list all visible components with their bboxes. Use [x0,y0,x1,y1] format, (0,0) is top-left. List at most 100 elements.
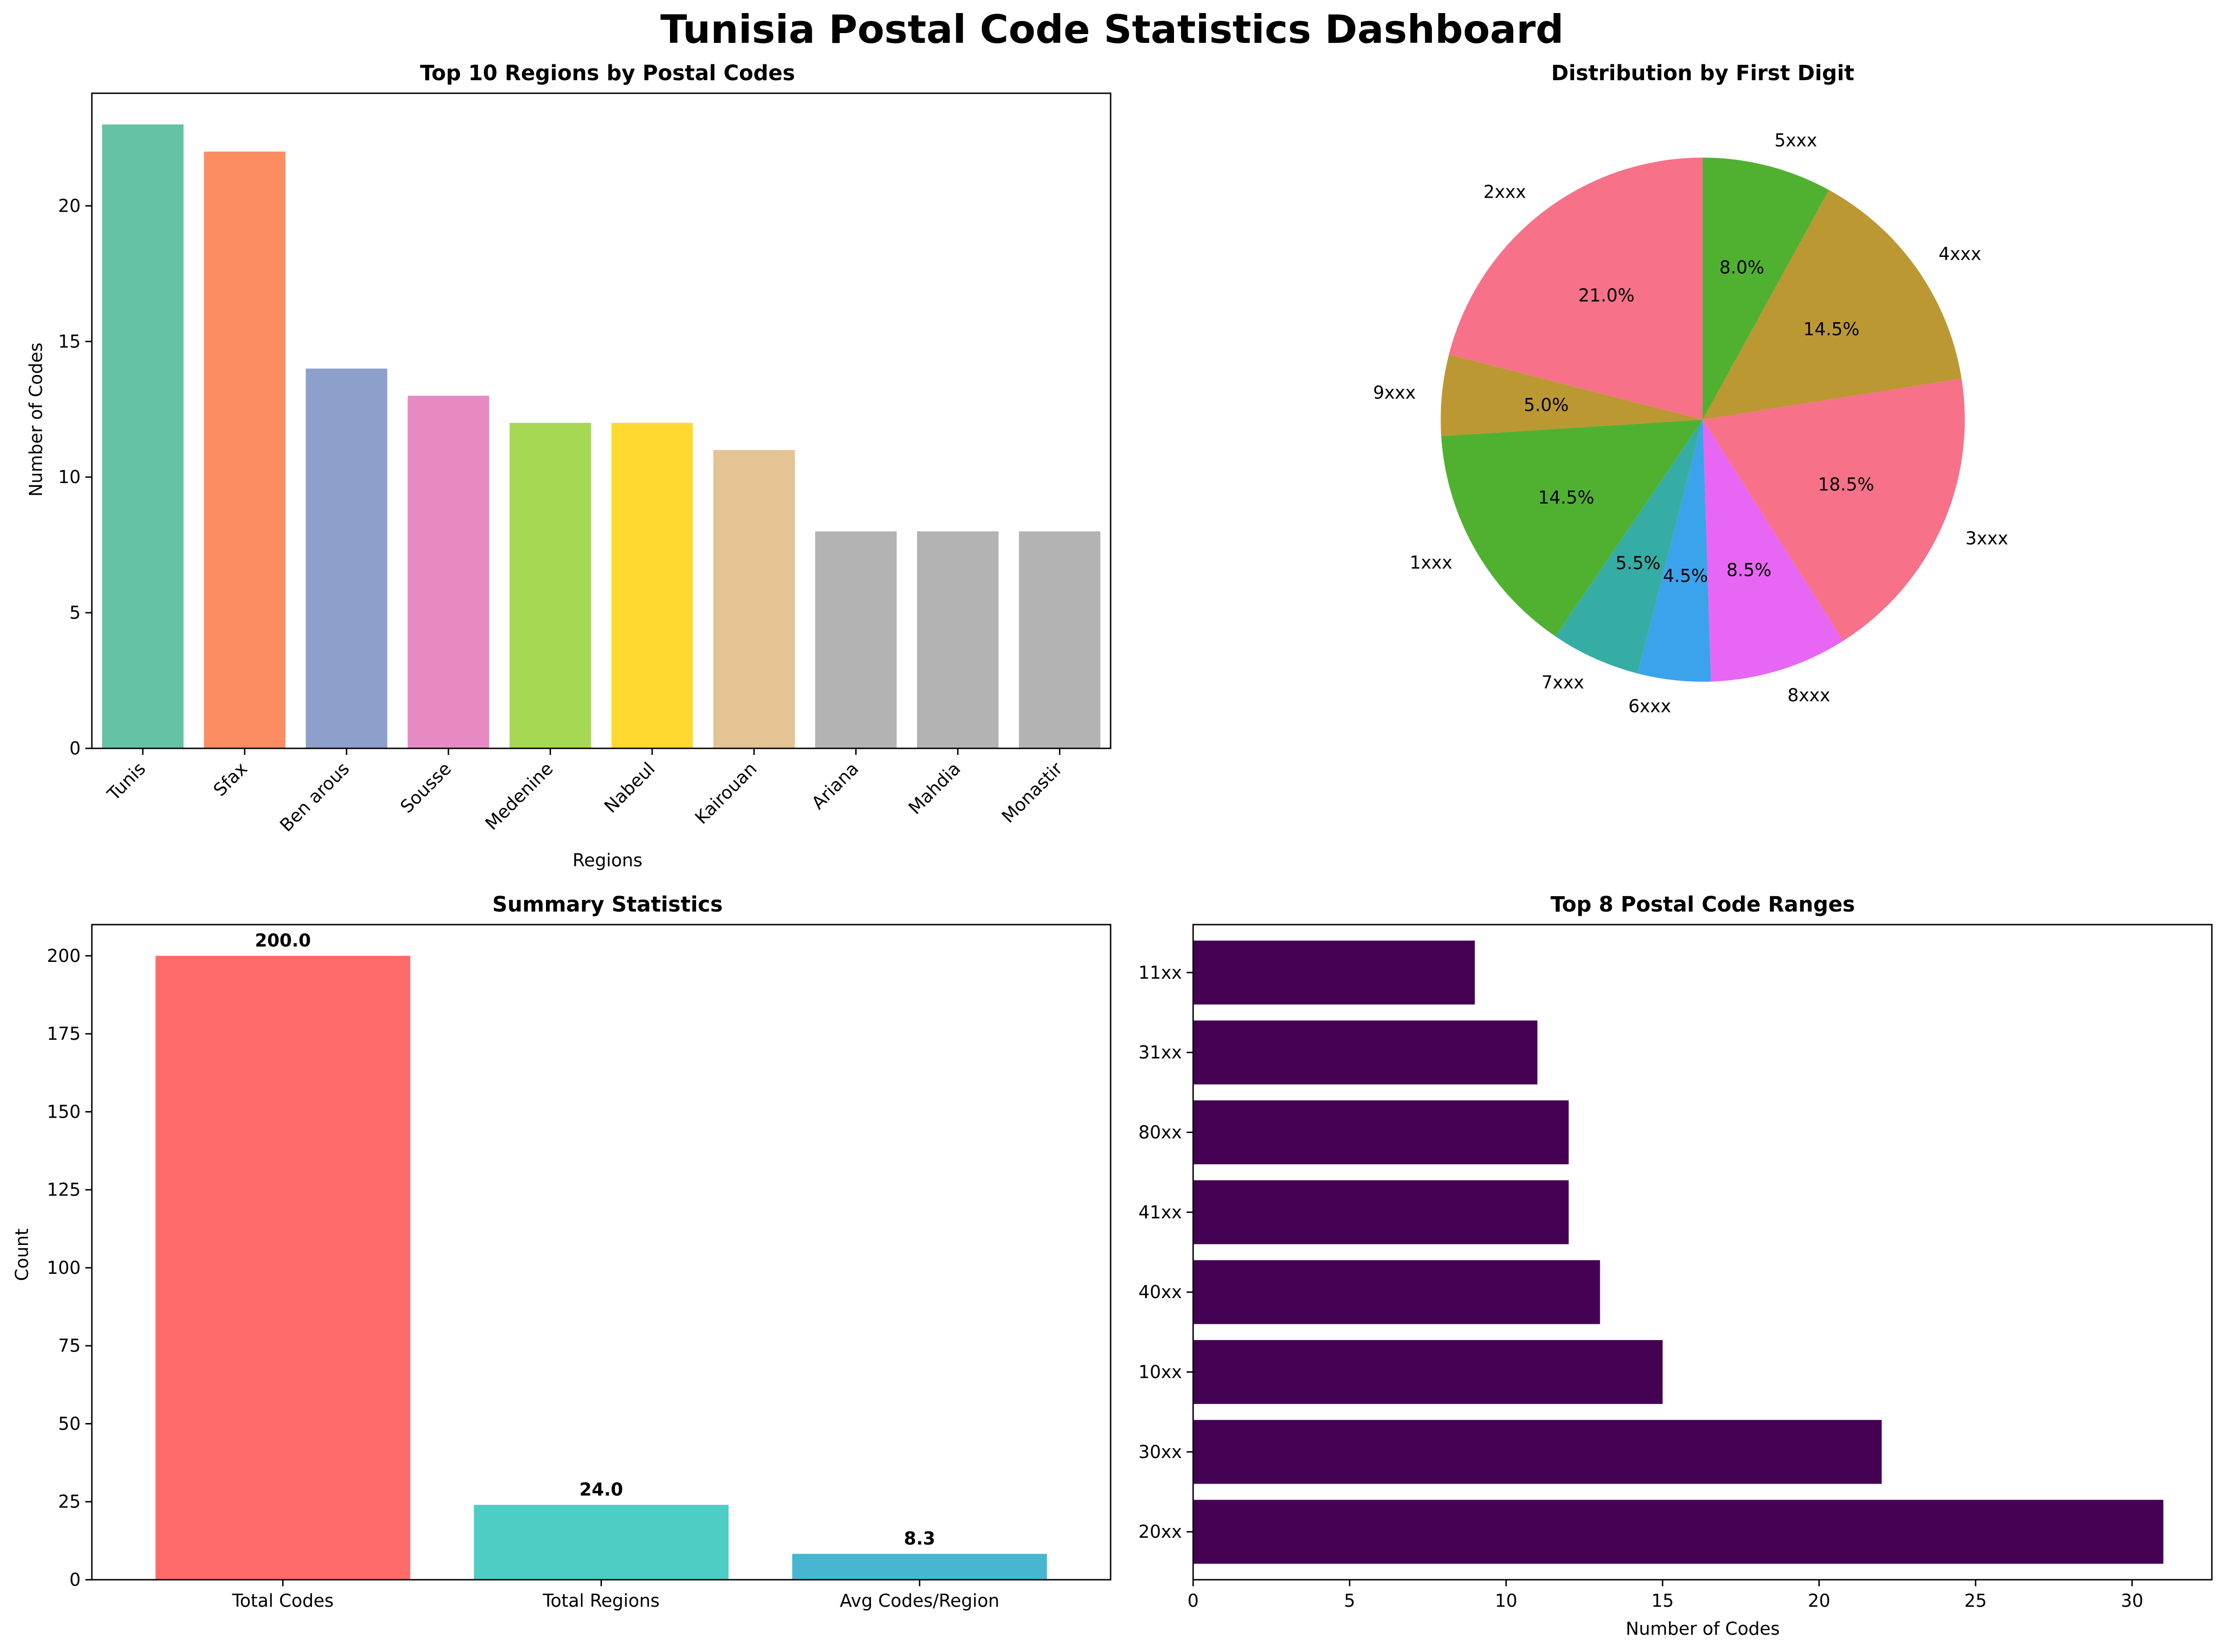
summary-bar-avg-codes-region [792,1554,1047,1580]
x-tick-label: 30 [2121,1590,2143,1611]
x-tick-label: Ariana [808,758,863,813]
pie-category-label: 5xxx [1775,130,1817,151]
summary-bar-total-codes [155,955,410,1580]
pie-slice-6xxx [1637,420,1711,682]
y-tick-label: 10 [58,467,81,487]
x-tick-label: 20 [1808,1590,1830,1611]
y-tick-label: 75 [58,1335,81,1356]
pie-category-label: 7xxx [1541,672,1584,692]
x-tick-label: Sousse [396,758,455,817]
x-tick-label: Total Regions [542,1590,660,1611]
pie-slice-3xxx [1703,379,1965,641]
pie-slice-9xxx [1441,354,1703,436]
pie-category-label: 4xxx [1939,244,1982,264]
first-digit-pie-chart: Distribution by First Digit 5xxx 8.0% 4xxx… [1373,61,2008,716]
code-ranges-bar-chart: Top 8 Postal Code Ranges Number of Codes… [1139,892,2213,1639]
top-regions-chart-title: Top 10 Regions by Postal Codes [420,61,795,85]
code-ranges-chart-title: Top 8 Postal Code Ranges [1550,892,1855,917]
region-bar-ben-arous [305,368,387,748]
y-tick-label: 5 [69,602,81,623]
pie-percent-label: 14.5% [1803,319,1860,339]
summary-chart-title: Summary Statistics [492,892,723,917]
y-tick-label: 15 [58,331,81,352]
summary-value-label: 8.3 [904,1528,935,1548]
range-bar-10xx [1193,1340,1663,1404]
x-tick-label: Mahdia [905,758,965,818]
x-tick-label: Tunis [103,758,150,805]
pie-percent-label: 21.0% [1578,285,1635,306]
y-tick-label: 11xx [1139,962,1182,983]
y-tick-label: 25 [58,1492,81,1512]
y-tick-label: 20xx [1139,1521,1182,1542]
pie-category-label: 3xxx [1965,528,2008,548]
y-tick-label: 125 [47,1180,81,1200]
y-tick-label: 200 [47,946,81,966]
pie-category-label: 9xxx [1373,382,1416,403]
pie-slice-4xxx [1703,190,1962,420]
pie-percent-label: 14.5% [1538,487,1595,508]
first-digit-chart-title: Distribution by First Digit [1551,61,1854,85]
region-bar-medenine [509,422,591,748]
range-bar-20xx [1193,1500,2163,1564]
x-tick-label: Ben arous [276,758,353,836]
range-bar-80xx [1193,1100,1569,1165]
range-bar-31xx [1193,1020,1538,1085]
code-ranges-x-axis-label: Number of Codes [1626,1618,1780,1639]
y-tick-label: 41xx [1139,1202,1182,1223]
range-bar-40xx [1193,1260,1600,1324]
x-tick-label: Monastir [998,758,1067,827]
y-tick-label: 100 [47,1258,81,1278]
pie-slice-1xxx [1441,420,1703,636]
pie-slice-8xxx [1703,420,1844,682]
top-regions-x-axis-label: Regions [573,850,642,871]
region-bar-kairouan [713,450,795,748]
x-tick-label: 5 [1344,1590,1355,1611]
y-tick-label: 0 [69,1569,81,1590]
summary-statistics-bar-chart: Summary Statistics Count 200.0 24.0 8.3 0 2… [12,892,1112,1611]
pie-slice-2xxx [1449,158,1703,420]
summary-bar-total-regions [474,1505,729,1580]
pie-percent-label: 8.0% [1720,257,1765,277]
y-tick-label: 20 [58,195,81,216]
y-tick-label: 31xx [1139,1042,1182,1063]
x-tick-label: 15 [1651,1590,1674,1611]
top-regions-plot-frame [91,92,1112,749]
range-bar-41xx [1193,1180,1569,1244]
y-tick-label: 40xx [1139,1282,1182,1302]
summary-value-label: 200.0 [255,930,311,951]
pie-percent-label: 5.5% [1616,553,1661,573]
top-regions-y-axis-label: Number of Codes [26,343,46,497]
pie-slice-7xxx [1555,420,1703,674]
pie-percent-label: 4.5% [1663,566,1708,586]
summary-y-axis-label: Count [12,1229,32,1281]
region-bar-mahdia [917,531,999,748]
pie-category-label: 1xxx [1409,552,1452,573]
y-tick-label: 0 [69,738,81,759]
x-tick-label: Avg Codes/Region [840,1590,999,1611]
pie-category-label: 8xxx [1788,685,1830,705]
x-tick-label: Nabeul [600,758,659,817]
y-tick-label: 10xx [1139,1362,1182,1382]
top-regions-bar-chart: Top 10 Regions by Postal Codes Number of… [26,61,1112,871]
y-tick-label: 150 [47,1101,81,1122]
region-bar-nabeul [611,422,693,748]
range-bar-11xx [1193,940,1475,1005]
y-tick-label: 175 [47,1023,81,1044]
y-tick-label: 80xx [1139,1122,1182,1142]
y-tick-label: 30xx [1139,1442,1182,1462]
dashboard-title: Tunisia Postal Code Statistics Dashboard [660,7,1564,52]
pie-percent-label: 5.0% [1524,394,1569,415]
pie-percent-label: 18.5% [1818,474,1874,495]
x-tick-label: Total Codes [232,1590,334,1611]
range-bar-30xx [1193,1420,1882,1484]
code-ranges-plot-frame [1192,924,2213,1581]
region-bar-sousse [408,395,490,748]
summary-value-label: 24.0 [580,1479,623,1500]
region-bar-tunis [102,124,184,748]
pie-category-label: 2xxx [1483,182,1526,202]
x-tick-label: 25 [1964,1590,1987,1611]
pie-category-label: 6xxx [1629,696,1671,716]
x-tick-label: Sfax [209,758,251,800]
region-bar-ariana [815,531,897,748]
